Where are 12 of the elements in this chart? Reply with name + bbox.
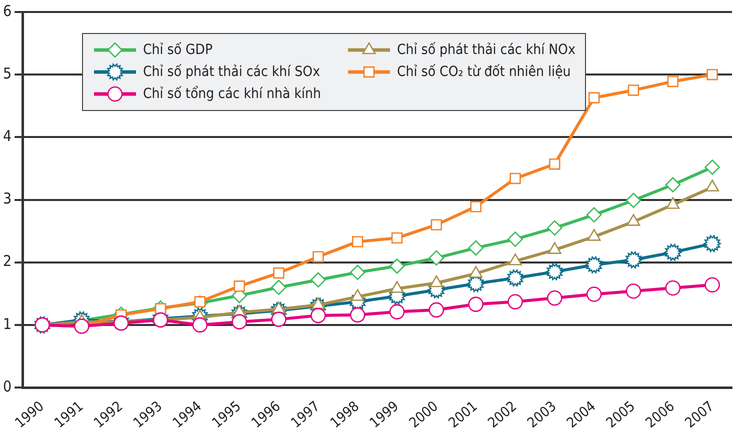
y-tick-label: 5 bbox=[2, 64, 12, 82]
legend-label: Chỉ số phát thải các khí NOx bbox=[396, 42, 576, 58]
y-tick-label: 1 bbox=[2, 314, 12, 333]
legend-label: Chỉ số GDP bbox=[143, 42, 213, 58]
legend-label: Chỉ số tổng các khí nhà kính bbox=[143, 86, 321, 102]
y-tick-label: 6 bbox=[2, 2, 12, 20]
legend-label: Chỉ số CO₂ từ đốt nhiên liệu bbox=[396, 64, 571, 80]
y-tick-label: 3 bbox=[2, 190, 12, 208]
legend-label: Chỉ số phát thải các khí SOx bbox=[143, 64, 320, 80]
y-tick-label: 2 bbox=[2, 252, 12, 270]
y-tick-label: 0 bbox=[2, 377, 12, 396]
y-tick-label: 4 bbox=[2, 127, 12, 146]
